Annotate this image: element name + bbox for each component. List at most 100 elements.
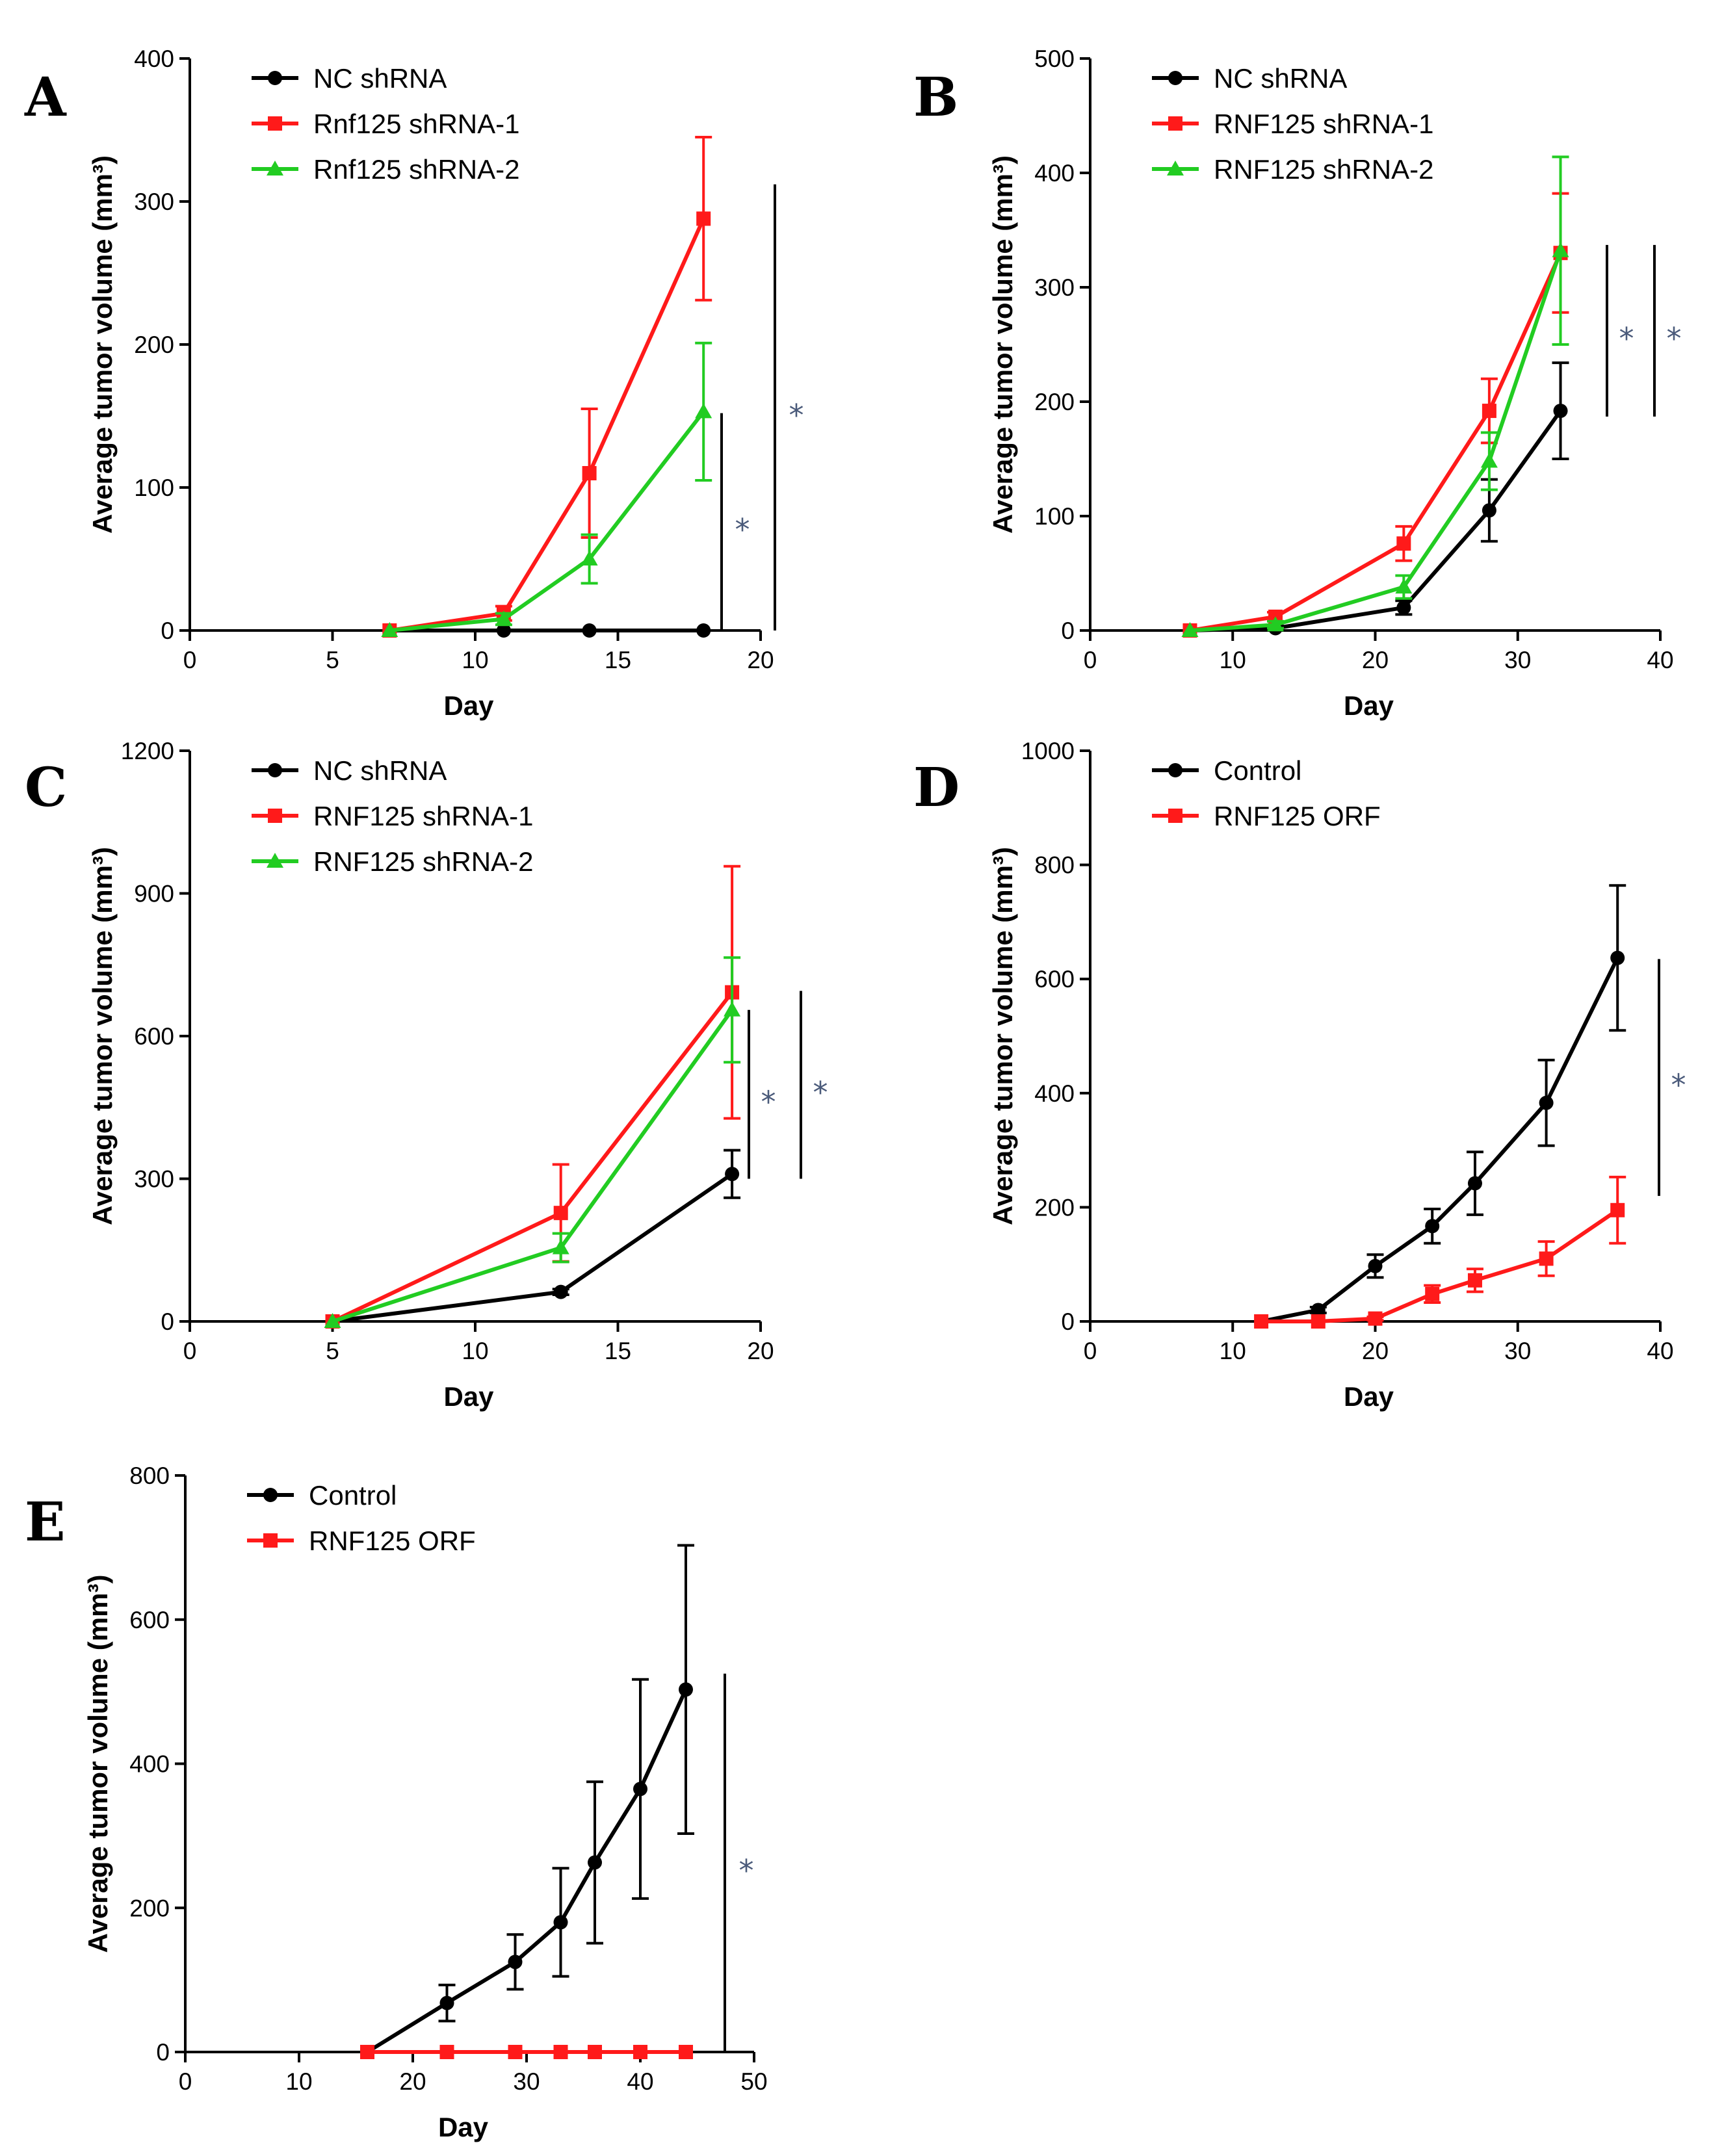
data-point bbox=[633, 2045, 647, 2059]
data-point bbox=[1311, 1303, 1326, 1318]
chart-panel-d: D 0 200 400 600 800 1000 0 10 20 30 40 Day Average tu… bbox=[913, 738, 1686, 1412]
x-tick-label: 10 bbox=[1220, 647, 1246, 673]
significance-label: * bbox=[1667, 321, 1682, 356]
data-point bbox=[725, 1167, 740, 1182]
x-tick-label: 40 bbox=[1647, 1338, 1673, 1364]
legend-swatch-marker bbox=[1168, 809, 1182, 823]
data-point bbox=[696, 623, 711, 638]
legend-entry: NC shRNA bbox=[313, 63, 447, 94]
x-axis-title: Day bbox=[443, 690, 494, 721]
y-tick-label: 500 bbox=[1034, 45, 1075, 72]
y-tick-label: 300 bbox=[134, 1166, 174, 1193]
data-point bbox=[1395, 578, 1413, 594]
legend-swatch-marker bbox=[1168, 71, 1182, 85]
y-tick-label: 1200 bbox=[121, 738, 174, 764]
data-point bbox=[508, 2045, 523, 2059]
legend-entry: RNF125 ORF bbox=[309, 1526, 476, 1556]
x-tick-label: 5 bbox=[326, 647, 339, 673]
y-tick-label: 800 bbox=[1034, 852, 1075, 879]
y-axis-title: Average tumor volume (mm³) bbox=[83, 1575, 113, 1953]
series-line bbox=[389, 410, 705, 632]
data-point bbox=[1396, 600, 1411, 615]
x-axis-title: Day bbox=[438, 2112, 489, 2142]
data-point bbox=[633, 1782, 647, 1797]
legend-swatch-marker bbox=[1168, 116, 1182, 131]
y-tick-label: 1000 bbox=[1021, 738, 1075, 764]
y-tick-label: 600 bbox=[1034, 966, 1075, 993]
y-tick-label: 100 bbox=[1034, 503, 1075, 530]
x-tick-label: 0 bbox=[183, 1338, 197, 1364]
y-tick-label: 400 bbox=[134, 45, 174, 72]
x-axis-title: Day bbox=[1344, 690, 1394, 721]
x-tick-label: 0 bbox=[183, 647, 197, 673]
data-point bbox=[360, 2045, 374, 2059]
y-tick-label: 400 bbox=[129, 1751, 170, 1778]
significance-label: * bbox=[789, 398, 804, 433]
legend-swatch-marker bbox=[263, 1488, 278, 1502]
legend: NC shRNA RNF125 shRNA-1 RNF125 shRNA-2 bbox=[1152, 63, 1433, 185]
data-point bbox=[695, 403, 712, 419]
series-line bbox=[366, 1689, 688, 2054]
legend-entry: NC shRNA bbox=[1214, 63, 1347, 94]
data-point bbox=[553, 2045, 568, 2059]
x-tick-label: 10 bbox=[1220, 1338, 1246, 1364]
panel-letter: B bbox=[913, 66, 958, 129]
x-tick-label: 15 bbox=[605, 1338, 631, 1364]
legend-swatch-marker bbox=[268, 71, 282, 85]
legend-entry: RNF125 shRNA-1 bbox=[313, 801, 533, 831]
legend-entry: RNF125 shRNA-2 bbox=[313, 846, 533, 877]
data-point bbox=[508, 1955, 523, 1969]
data-point bbox=[1610, 950, 1625, 965]
y-tick-label: 200 bbox=[134, 331, 174, 358]
data-point bbox=[439, 1995, 454, 2010]
legend-swatch-marker bbox=[263, 1533, 278, 1548]
significance-label: * bbox=[761, 1085, 776, 1120]
legend-swatch-marker bbox=[1168, 763, 1182, 777]
x-tick-label: 0 bbox=[179, 2068, 192, 2095]
legend-swatch-marker bbox=[1167, 161, 1184, 175]
data-point bbox=[1368, 1311, 1383, 1326]
series-0 bbox=[1254, 884, 1626, 1329]
significance-label: * bbox=[1671, 1068, 1686, 1103]
legend: NC shRNA Rnf125 shRNA-1 Rnf125 shRNA-2 bbox=[252, 63, 519, 185]
data-point bbox=[1254, 1314, 1269, 1329]
y-tick-label: 0 bbox=[1061, 617, 1075, 644]
x-tick-label: 10 bbox=[462, 1338, 488, 1364]
x-tick-label: 20 bbox=[747, 1338, 774, 1364]
series-0 bbox=[360, 1544, 694, 2059]
series-1 bbox=[325, 864, 741, 1329]
x-tick-label: 40 bbox=[627, 2068, 653, 2095]
x-tick-label: 10 bbox=[462, 647, 488, 673]
significance-label: * bbox=[735, 512, 750, 547]
legend-swatch-marker bbox=[268, 809, 282, 823]
x-tick-label: 50 bbox=[740, 2068, 767, 2095]
x-tick-label: 20 bbox=[1362, 647, 1389, 673]
y-tick-label: 300 bbox=[134, 188, 174, 215]
data-point bbox=[495, 610, 512, 626]
panel-letter: E bbox=[25, 1491, 66, 1553]
data-point bbox=[1425, 1219, 1440, 1234]
data-point bbox=[1539, 1095, 1554, 1110]
significance-label: * bbox=[813, 1075, 828, 1110]
x-axis-title: Day bbox=[443, 1381, 494, 1412]
series-line bbox=[332, 991, 734, 1323]
series-2 bbox=[324, 956, 741, 1328]
data-point bbox=[553, 1284, 568, 1299]
data-point bbox=[553, 1206, 568, 1221]
y-axis-title: Average tumor volume (mm³) bbox=[987, 155, 1018, 534]
x-tick-label: 30 bbox=[513, 2068, 540, 2095]
data-point bbox=[553, 1915, 568, 1930]
y-tick-label: 100 bbox=[134, 474, 174, 501]
data-point bbox=[1467, 1176, 1482, 1191]
series-1 bbox=[1254, 1175, 1626, 1329]
y-axis-title: Average tumor volume (mm³) bbox=[87, 155, 118, 534]
data-point bbox=[679, 2045, 693, 2059]
legend-swatch-marker bbox=[268, 116, 282, 131]
legend-entry: NC shRNA bbox=[313, 755, 447, 786]
significance-label: * bbox=[739, 1853, 754, 1888]
chart-panel-e: E 0 200 400 600 800 0 10 20 30 40 50 Day Average tumo… bbox=[25, 1462, 768, 2142]
x-tick-label: 15 bbox=[605, 647, 631, 673]
panel-letter: C bbox=[25, 757, 67, 819]
series-line bbox=[1190, 250, 1563, 632]
data-point bbox=[1610, 1202, 1625, 1217]
